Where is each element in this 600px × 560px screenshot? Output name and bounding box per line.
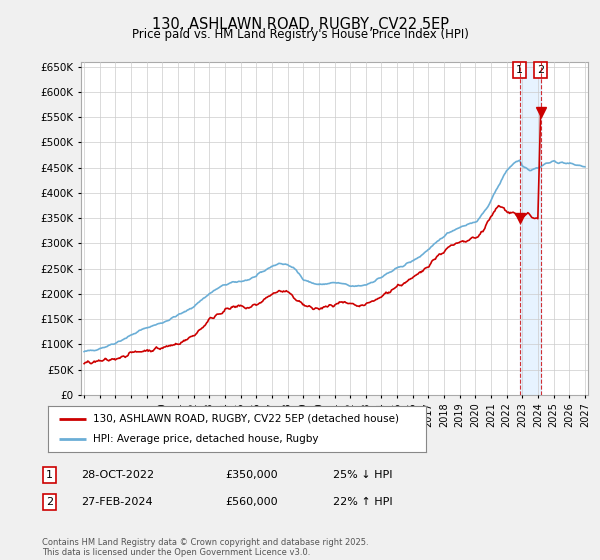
Text: 130, ASHLAWN ROAD, RUGBY, CV22 5EP (detached house): 130, ASHLAWN ROAD, RUGBY, CV22 5EP (deta…: [94, 414, 400, 424]
Text: 25% ↓ HPI: 25% ↓ HPI: [333, 470, 392, 480]
Text: Price paid vs. HM Land Registry's House Price Index (HPI): Price paid vs. HM Land Registry's House …: [131, 28, 469, 41]
Text: £350,000: £350,000: [225, 470, 278, 480]
Text: £560,000: £560,000: [225, 497, 278, 507]
Text: 27-FEB-2024: 27-FEB-2024: [81, 497, 152, 507]
Text: HPI: Average price, detached house, Rugby: HPI: Average price, detached house, Rugb…: [94, 434, 319, 444]
Text: 2: 2: [46, 497, 53, 507]
Text: 1: 1: [516, 65, 523, 75]
Text: Contains HM Land Registry data © Crown copyright and database right 2025.
This d: Contains HM Land Registry data © Crown c…: [42, 538, 368, 557]
Text: 1: 1: [46, 470, 53, 480]
Text: 130, ASHLAWN ROAD, RUGBY, CV22 5EP: 130, ASHLAWN ROAD, RUGBY, CV22 5EP: [151, 17, 449, 32]
Bar: [520, 62, 541, 395]
Text: 28-OCT-2022: 28-OCT-2022: [81, 470, 154, 480]
Text: 22% ↑ HPI: 22% ↑ HPI: [333, 497, 392, 507]
Text: 2: 2: [537, 65, 544, 75]
